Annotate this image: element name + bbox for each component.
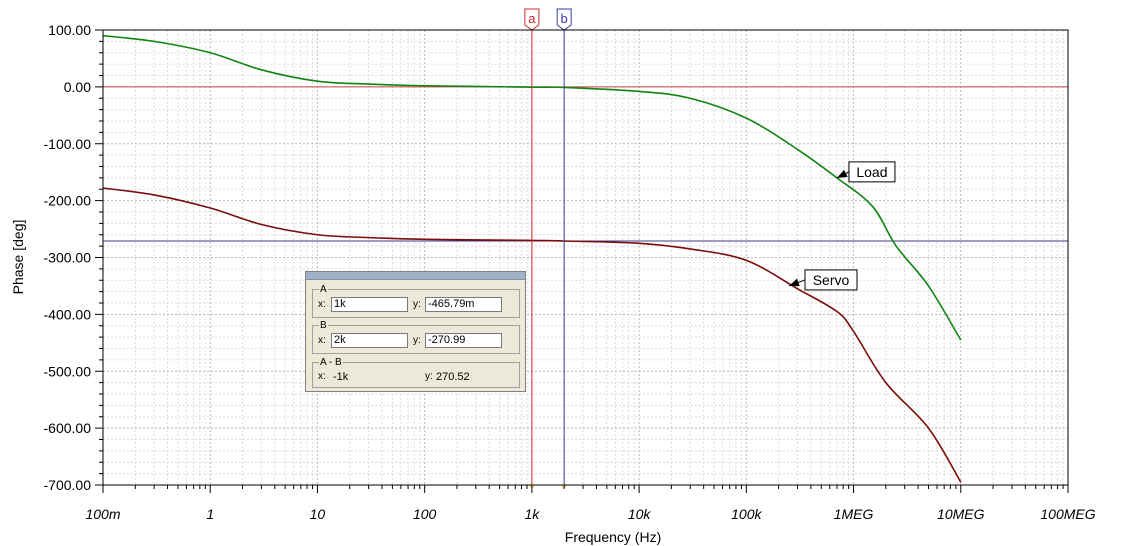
y-tick-label: -300.00 [44, 250, 92, 266]
cursor-a-x-field[interactable]: 1k [331, 297, 408, 312]
x-tick-label: 1MEG [834, 506, 874, 522]
series-line-servo [102, 187, 962, 483]
annotations: Load Servo [788, 161, 896, 291]
cursor-a-group: A x: 1k y: -465.79m [312, 284, 520, 318]
cursor-a-y-field[interactable]: -465.79m [425, 297, 502, 312]
x-tick-label: 10k [628, 506, 652, 522]
cursor-diff-y-label: y: [425, 371, 433, 382]
cursor-b-x-field[interactable]: 2k [331, 333, 408, 348]
cursor-b-x-label: x: [318, 335, 326, 346]
y-tick-label: 100.00 [48, 22, 91, 38]
y-tick-labels: 100.00 0.00 -100.00 -200.00 -300.00 -400.00 -5… [44, 22, 92, 493]
annotation-label-servo: Servo [813, 272, 850, 288]
minor-gridlines [103, 30, 1068, 485]
x-tick-label: 100m [85, 506, 120, 522]
cursor-diff-group: A - B x: -1k y: 270.52 [312, 357, 520, 388]
y-axis-label: Phase [deg] [10, 220, 26, 295]
cursor-diff-y-value: 270.52 [436, 371, 470, 383]
cursor-b-y-field[interactable]: -270.99 [425, 333, 502, 348]
cursor-b-y-label: y: [413, 335, 421, 346]
x-tick-label: 1 [206, 506, 214, 522]
cursor-b-flag[interactable] [556, 8, 572, 31]
cursor-b-label: B [319, 320, 328, 331]
cursor-a-label: A [319, 284, 328, 295]
cursor-diff-label: A - B [319, 357, 343, 368]
y-tick-label: -600.00 [44, 420, 92, 436]
y-tick-label: -200.00 [44, 193, 92, 209]
cursor-a-y-label: y: [413, 299, 421, 310]
series-lines [102, 34, 962, 483]
cursor-a-x-label: x: [318, 299, 326, 310]
axis-ticks [95, 29, 1069, 493]
annotation-box [848, 161, 896, 183]
x-tick-label: 100 [413, 506, 437, 522]
cursor-readout-panel[interactable]: A x: 1k y: -465.79m B x: 2k y: -270.99 A… [305, 271, 526, 392]
annotation-arrowhead [789, 278, 800, 287]
x-tick-label: 1k [524, 506, 540, 522]
x-tick-labels: 100m 1 10 100 1k 10k 100k 1MEG 10MEG 100MEG [85, 506, 1095, 522]
annotation-arrowhead [836, 169, 848, 178]
cursor-b-group: B x: 2k y: -270.99 [312, 320, 520, 354]
y-tick-label: 0.00 [64, 79, 91, 95]
y-tick-label: -500.00 [44, 363, 92, 379]
y-tick-label: -100.00 [44, 136, 92, 152]
annotation-box [804, 269, 858, 291]
cursor-diff-x-value: -1k [333, 371, 349, 383]
panel-title-bar[interactable] [306, 272, 525, 280]
x-axis-label: Frequency (Hz) [565, 529, 661, 545]
cursor-a-flag[interactable] [524, 8, 540, 31]
annotation-label-load: Load [856, 164, 887, 180]
x-tick-label: 100k [731, 506, 762, 522]
x-tick-label: 100MEG [1040, 506, 1095, 522]
series-line-load [102, 34, 962, 341]
y-tick-label: -700.00 [44, 477, 92, 493]
y-tick-label: -400.00 [44, 306, 92, 322]
cursor-b-label: b [561, 11, 568, 26]
x-tick-label: 10MEG [937, 506, 985, 522]
cursor-a-label: a [528, 11, 536, 26]
cursor-diff-x-label: x: [318, 371, 326, 382]
x-tick-label: 10 [310, 506, 326, 522]
